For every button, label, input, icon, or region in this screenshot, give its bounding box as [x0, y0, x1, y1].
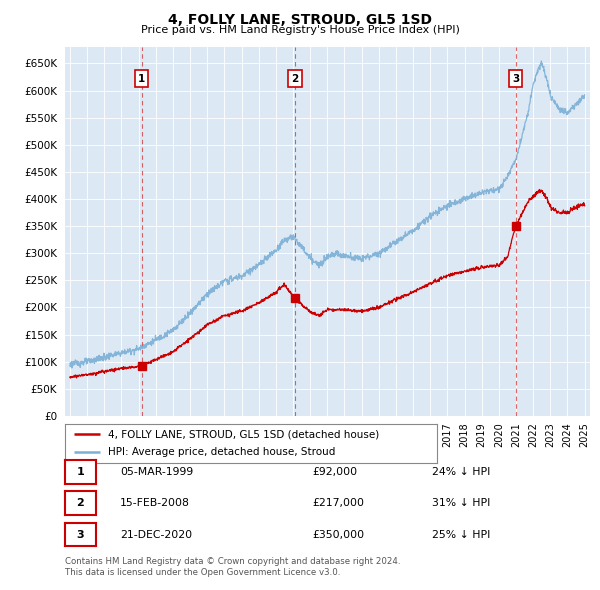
Text: 4, FOLLY LANE, STROUD, GL5 1SD: 4, FOLLY LANE, STROUD, GL5 1SD: [168, 13, 432, 27]
Text: 3: 3: [512, 74, 519, 84]
Text: 2: 2: [77, 499, 84, 508]
Text: This data is licensed under the Open Government Licence v3.0.: This data is licensed under the Open Gov…: [65, 568, 340, 577]
Text: 2: 2: [292, 74, 299, 84]
Text: £217,000: £217,000: [312, 499, 364, 508]
Text: 4, FOLLY LANE, STROUD, GL5 1SD (detached house): 4, FOLLY LANE, STROUD, GL5 1SD (detached…: [107, 430, 379, 440]
Text: £92,000: £92,000: [312, 467, 357, 477]
Text: 21-DEC-2020: 21-DEC-2020: [120, 530, 192, 539]
Text: 31% ↓ HPI: 31% ↓ HPI: [432, 499, 490, 508]
Text: 3: 3: [77, 530, 84, 539]
Text: Contains HM Land Registry data © Crown copyright and database right 2024.: Contains HM Land Registry data © Crown c…: [65, 558, 400, 566]
Text: 1: 1: [138, 74, 145, 84]
Text: HPI: Average price, detached house, Stroud: HPI: Average price, detached house, Stro…: [107, 447, 335, 457]
Text: £350,000: £350,000: [312, 530, 364, 539]
Text: 15-FEB-2008: 15-FEB-2008: [120, 499, 190, 508]
Text: 05-MAR-1999: 05-MAR-1999: [120, 467, 193, 477]
Text: Price paid vs. HM Land Registry's House Price Index (HPI): Price paid vs. HM Land Registry's House …: [140, 25, 460, 35]
Text: 25% ↓ HPI: 25% ↓ HPI: [432, 530, 490, 539]
Text: 24% ↓ HPI: 24% ↓ HPI: [432, 467, 490, 477]
Text: 1: 1: [77, 467, 84, 477]
